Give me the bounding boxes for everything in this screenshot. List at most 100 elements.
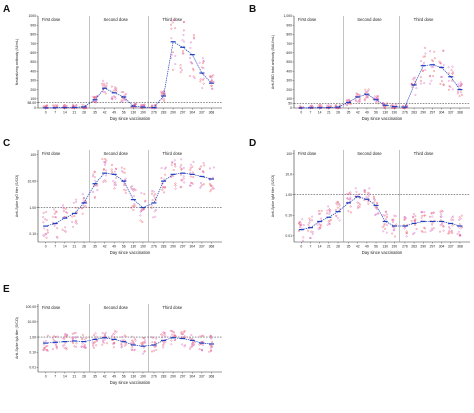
data-point bbox=[395, 223, 398, 226]
data-point bbox=[172, 68, 174, 71]
data-point bbox=[96, 189, 99, 191]
data-point bbox=[120, 166, 123, 169]
x-tick-label: 283 bbox=[161, 111, 167, 115]
data-point bbox=[442, 225, 445, 228]
mean-marker bbox=[199, 342, 205, 344]
data-point bbox=[131, 346, 134, 349]
data-point bbox=[393, 227, 396, 229]
data-point bbox=[209, 346, 212, 349]
x-tick-label: 14 bbox=[63, 375, 67, 379]
data-point bbox=[83, 196, 85, 199]
data-point bbox=[211, 341, 214, 343]
data-point bbox=[81, 333, 84, 336]
x-tick-label: 276 bbox=[151, 375, 157, 379]
data-point bbox=[209, 335, 212, 338]
x-tick-label: 49 bbox=[365, 111, 369, 115]
data-point bbox=[92, 346, 95, 349]
data-point bbox=[84, 338, 87, 341]
x-tick-label: 21 bbox=[73, 111, 77, 115]
data-point bbox=[172, 51, 174, 54]
stage-label: Third dose bbox=[414, 17, 434, 22]
data-point bbox=[44, 233, 47, 235]
data-point bbox=[63, 229, 66, 232]
data-point bbox=[193, 37, 196, 40]
data-point bbox=[420, 60, 423, 63]
data-point bbox=[307, 223, 310, 226]
x-tick-label: 368 bbox=[209, 111, 215, 115]
data-point bbox=[102, 82, 105, 85]
data-point bbox=[104, 331, 107, 334]
data-point bbox=[71, 215, 74, 218]
data-point bbox=[182, 175, 185, 178]
data-point bbox=[210, 188, 213, 191]
x-tick-label: 14 bbox=[318, 245, 322, 249]
mean-marker bbox=[52, 222, 58, 225]
data-point bbox=[429, 82, 432, 85]
data-point bbox=[163, 178, 166, 181]
data-point bbox=[430, 227, 433, 230]
mean-marker bbox=[121, 341, 127, 343]
data-point bbox=[92, 175, 94, 178]
data-point bbox=[111, 335, 114, 337]
data-point bbox=[452, 219, 455, 222]
data-point bbox=[212, 81, 215, 83]
data-point bbox=[75, 200, 78, 203]
data-point bbox=[395, 103, 398, 105]
x-tick-label: 368 bbox=[209, 375, 215, 379]
data-point bbox=[459, 234, 462, 237]
data-point bbox=[458, 234, 461, 237]
mean-marker bbox=[43, 342, 49, 344]
data-point bbox=[171, 161, 174, 163]
data-point bbox=[104, 163, 106, 166]
data-point bbox=[80, 345, 83, 348]
y-tick-label: 0.01 bbox=[29, 366, 36, 370]
data-point bbox=[124, 191, 127, 194]
data-point bbox=[142, 346, 145, 349]
data-point bbox=[414, 215, 417, 217]
data-point bbox=[124, 177, 127, 180]
data-point bbox=[311, 230, 314, 233]
data-point bbox=[376, 95, 379, 98]
mean-marker bbox=[402, 225, 408, 227]
data-point bbox=[202, 162, 205, 165]
data-point bbox=[356, 92, 359, 95]
data-point bbox=[422, 70, 425, 72]
data-point bbox=[328, 211, 331, 213]
data-point bbox=[432, 75, 435, 78]
data-point bbox=[458, 216, 461, 219]
data-point bbox=[335, 202, 338, 205]
data-point bbox=[71, 332, 74, 335]
data-point bbox=[42, 221, 45, 224]
data-point bbox=[139, 219, 142, 222]
data-point bbox=[318, 221, 321, 224]
data-point bbox=[103, 341, 106, 344]
data-point bbox=[164, 186, 166, 188]
data-point bbox=[188, 337, 191, 339]
data-point bbox=[451, 88, 454, 91]
data-point bbox=[161, 186, 164, 189]
mean-marker bbox=[151, 202, 157, 204]
chart-panel-d: D First dose Second dose Third dose 0.01 0.10… bbox=[249, 138, 470, 255]
data-point bbox=[392, 221, 394, 224]
data-point bbox=[390, 107, 393, 109]
mean-marker bbox=[92, 99, 98, 101]
y-tick-label: 58.00 bbox=[28, 101, 37, 105]
data-point bbox=[62, 344, 65, 347]
data-point bbox=[381, 226, 384, 229]
data-point bbox=[150, 207, 153, 209]
mean-marker bbox=[189, 54, 195, 56]
data-point bbox=[334, 104, 337, 107]
y-tick-label: 0.10 bbox=[29, 232, 36, 236]
data-point bbox=[385, 231, 388, 234]
y-tick-label: 400 bbox=[286, 69, 292, 73]
data-point bbox=[75, 219, 78, 222]
x-axis-title: Day since vaccination bbox=[362, 250, 403, 255]
data-point bbox=[64, 341, 67, 344]
data-point bbox=[358, 206, 361, 209]
data-point bbox=[198, 343, 201, 346]
y-tick-label: 400 bbox=[30, 69, 36, 73]
stage-label: Second dose bbox=[104, 151, 129, 156]
data-point bbox=[161, 91, 164, 94]
x-tick-label: 42 bbox=[103, 111, 107, 115]
